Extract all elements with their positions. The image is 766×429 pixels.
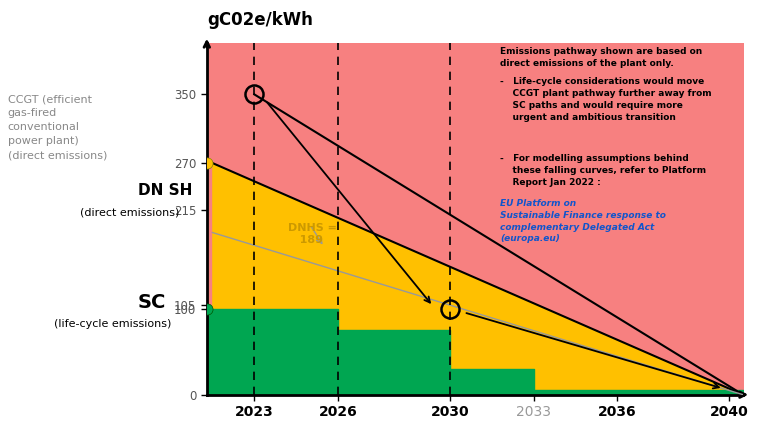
Text: -   Life-cycle considerations would move
    CCGT plant pathway further away fro: - Life-cycle considerations would move C… (500, 77, 712, 121)
Text: gC02e/kWh: gC02e/kWh (207, 11, 313, 29)
Text: SC: SC (138, 293, 166, 312)
Text: -   For modelling assumptions behind
    these falling curves, refer to Platform: - For modelling assumptions behind these… (500, 154, 706, 187)
Text: (direct emissions): (direct emissions) (80, 207, 180, 218)
Text: DN SH: DN SH (138, 184, 192, 198)
Text: Emissions pathway shown are based on
direct emissions of the plant only.: Emissions pathway shown are based on dir… (500, 47, 702, 68)
Text: DNHS =
   189: DNHS = 189 (288, 223, 337, 245)
Text: (life-cycle emissions): (life-cycle emissions) (54, 319, 171, 329)
Text: EU Platform on
Sustainable Finance response to
complementary Delegated Act
(euro: EU Platform on Sustainable Finance respo… (500, 199, 666, 243)
Text: CCGT (efficient
gas-fired
conventional
power plant)
(direct emissions): CCGT (efficient gas-fired conventional p… (8, 94, 107, 160)
